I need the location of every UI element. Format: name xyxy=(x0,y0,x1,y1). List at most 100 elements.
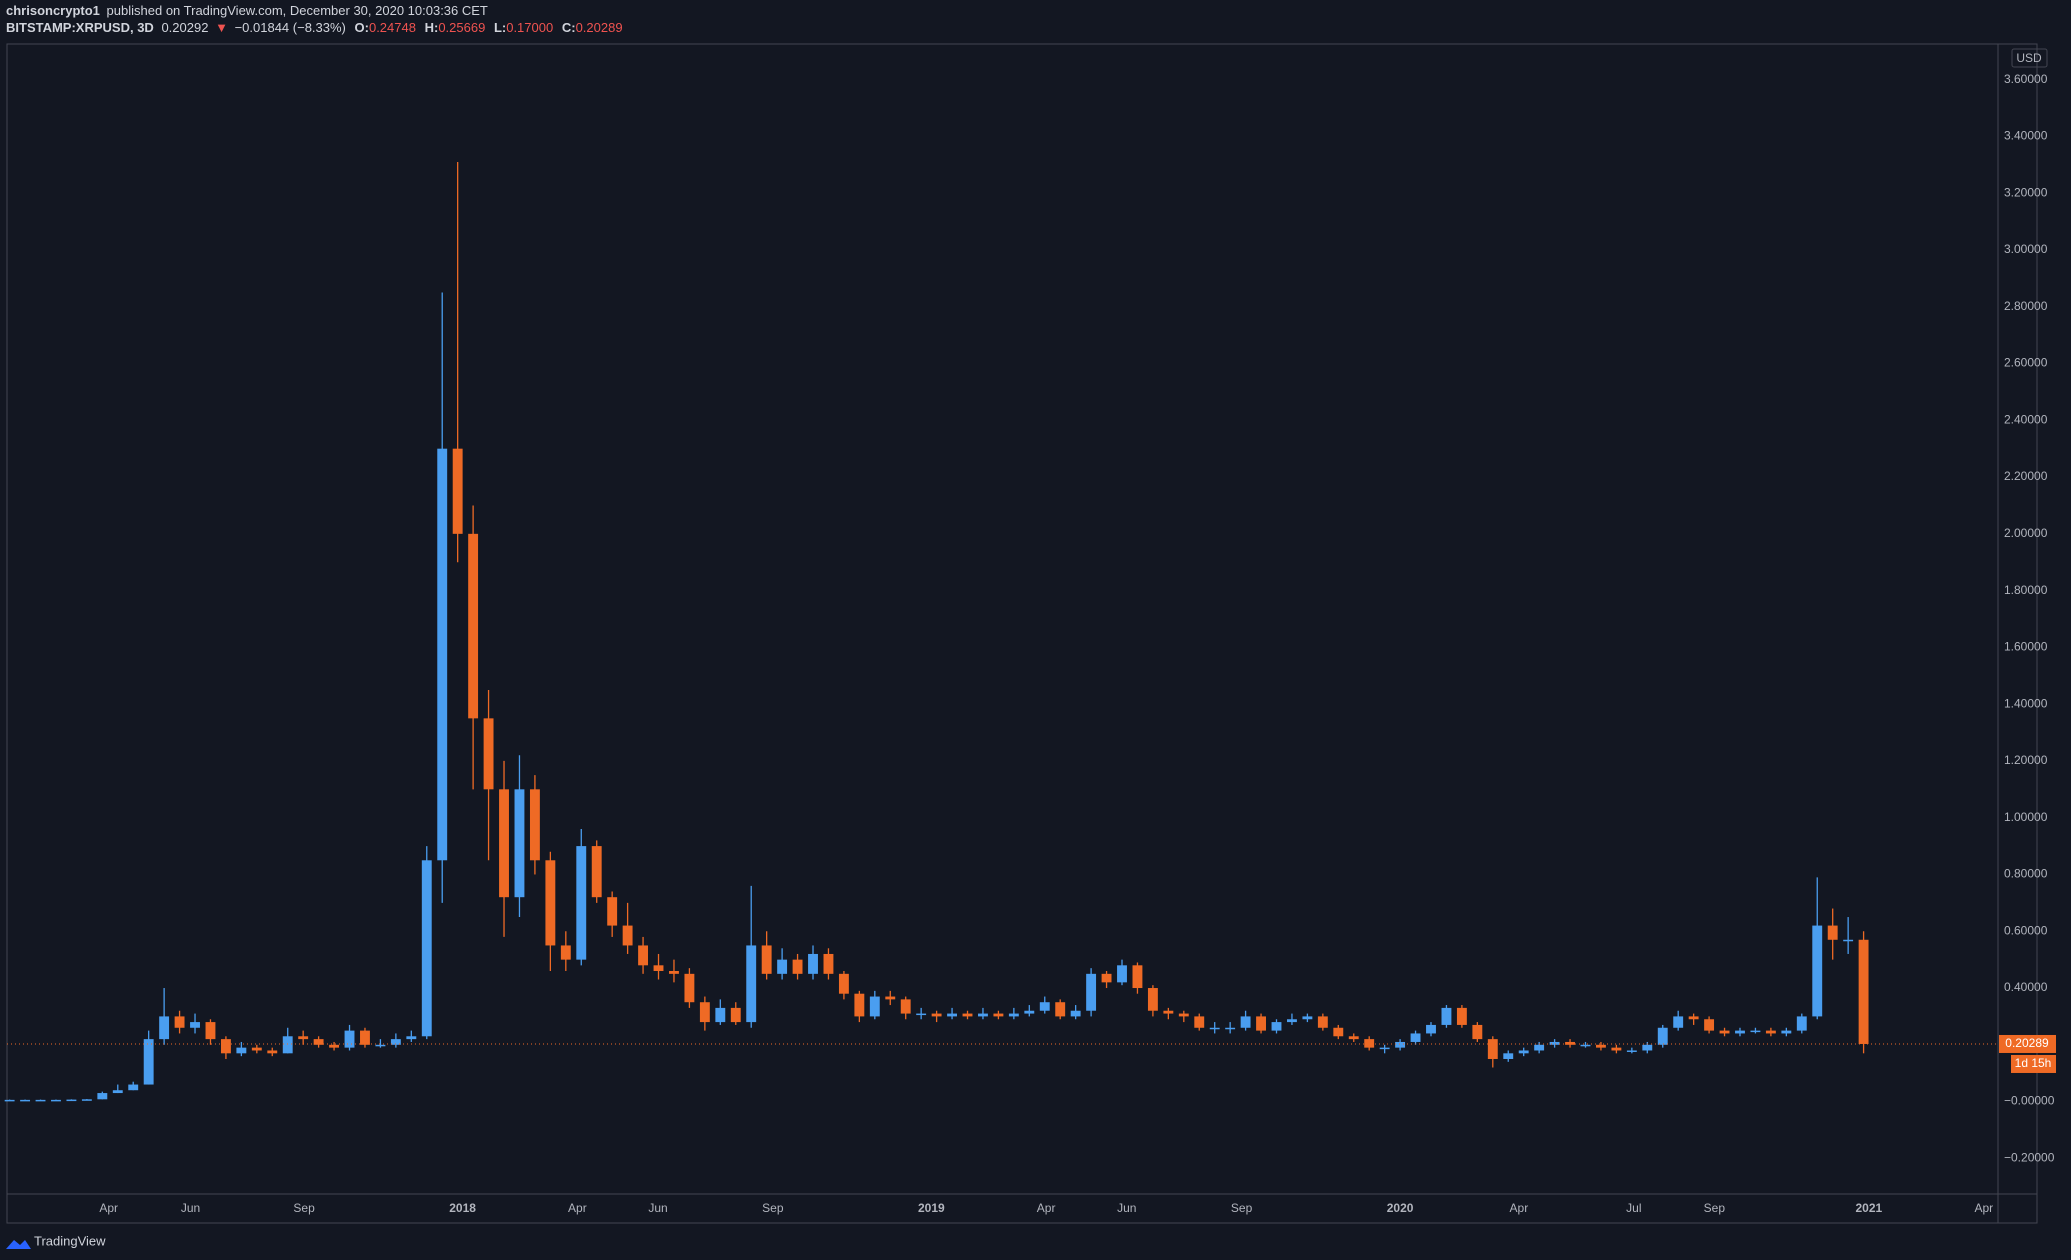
candle-body xyxy=(1039,1002,1050,1011)
candle-body xyxy=(823,953,834,974)
y-tick-label: 2.40000 xyxy=(2004,412,2048,426)
candle-body xyxy=(576,846,587,960)
candle-body xyxy=(1812,925,1823,1017)
candle-body xyxy=(1194,1016,1205,1028)
candle-body xyxy=(4,1099,15,1102)
candle-body xyxy=(746,945,757,1023)
h-value: 0.25669 xyxy=(438,20,485,35)
candle-body xyxy=(1086,973,1097,1011)
candle-body xyxy=(143,1039,154,1085)
o-value: 0.24748 xyxy=(369,20,416,35)
candle-body xyxy=(1565,1041,1575,1045)
footer-logo xyxy=(6,1240,31,1249)
x-tick-label: Jun xyxy=(648,1201,667,1215)
candle-body xyxy=(1348,1036,1359,1040)
candle-body xyxy=(1395,1041,1406,1048)
change: −0.01844 (−8.33%) xyxy=(235,20,346,35)
candle-body xyxy=(1704,1019,1715,1031)
candle-body xyxy=(1008,1013,1019,1017)
candle-body xyxy=(1611,1047,1622,1051)
y-tick-label: 1.40000 xyxy=(2004,696,2048,710)
candle-body xyxy=(1209,1027,1220,1030)
candle-body xyxy=(499,789,509,898)
candle-body xyxy=(792,959,803,974)
candle-body xyxy=(869,996,880,1017)
candle-body xyxy=(390,1039,401,1045)
arrow: ▼ xyxy=(215,20,228,35)
publish-line: chrisoncrypto1 published on TradingView.… xyxy=(6,3,488,18)
candle-body xyxy=(1858,939,1869,1044)
candle-body xyxy=(1070,1010,1081,1017)
y-tick-label: 1.80000 xyxy=(2004,583,2048,597)
candle-body xyxy=(1441,1007,1452,1025)
candle-body xyxy=(66,1099,77,1102)
candle-body xyxy=(267,1050,278,1054)
candle-body xyxy=(1518,1050,1529,1054)
logo-icon xyxy=(6,1240,31,1249)
candle-body xyxy=(1271,1022,1282,1031)
last-price-label: 0.20289 xyxy=(2005,1036,2049,1050)
unit-box xyxy=(2011,48,2048,68)
candle-body xyxy=(1147,988,1158,1011)
candle-body xyxy=(452,448,463,534)
candle-body xyxy=(1163,1010,1174,1014)
candle-body xyxy=(1719,1030,1730,1034)
candle-body xyxy=(1657,1027,1668,1045)
candle-body xyxy=(1595,1044,1606,1048)
y-tick-label: 2.60000 xyxy=(2004,356,2048,370)
y-tick-label: 3.00000 xyxy=(2004,242,2048,256)
x-tick-label: Jul xyxy=(1626,1201,1641,1215)
candle-body xyxy=(406,1036,417,1040)
candle-body xyxy=(1410,1033,1421,1042)
candle-body xyxy=(1456,1007,1467,1025)
candle-body xyxy=(669,970,679,974)
symbol: BITSTAMP:XRPUSD, 3D xyxy=(6,20,154,35)
candle-body xyxy=(1827,925,1838,940)
candle-body xyxy=(51,1099,61,1102)
candle-body xyxy=(1688,1016,1699,1020)
x-tick-label: 2020 xyxy=(1387,1201,1414,1215)
candle-body xyxy=(699,1002,710,1023)
candle-body xyxy=(205,1022,216,1040)
candle-body xyxy=(1302,1016,1313,1020)
candle-body xyxy=(838,973,849,994)
y-tick-label: 3.40000 xyxy=(2004,129,2048,143)
candle-body xyxy=(1626,1050,1637,1052)
candle-body xyxy=(251,1047,262,1051)
candle-body xyxy=(97,1093,108,1100)
x-tick-label: Apr xyxy=(1974,1201,1993,1215)
l-label: L: xyxy=(494,20,506,35)
candle-body xyxy=(344,1030,355,1048)
x-tick-label: Apr xyxy=(568,1201,587,1215)
candle-body xyxy=(1178,1013,1189,1017)
candle-body xyxy=(1750,1030,1761,1033)
candle-body xyxy=(468,533,479,719)
candle-body xyxy=(1287,1019,1297,1023)
y-tick-label: 2.20000 xyxy=(2004,469,2048,483)
candle-body xyxy=(1364,1039,1375,1048)
published: published on TradingView.com, December 3… xyxy=(107,3,488,18)
candle-body xyxy=(1503,1053,1514,1059)
candle-body xyxy=(529,789,540,861)
y-tick-label: 3.60000 xyxy=(2004,72,2048,86)
author: chrisoncrypto1 xyxy=(6,3,100,18)
candle-body xyxy=(607,897,618,926)
candle-body xyxy=(190,1022,200,1028)
candle-body xyxy=(1379,1047,1390,1050)
candle-body xyxy=(1472,1024,1483,1040)
candle-body xyxy=(35,1099,46,1102)
candle-body xyxy=(947,1013,958,1017)
candle-body xyxy=(514,789,525,898)
candle-body xyxy=(638,945,649,966)
candle-body xyxy=(730,1007,741,1023)
candle-body xyxy=(560,945,571,960)
candle-body xyxy=(622,925,633,946)
y-tick-label: −0.00000 xyxy=(2004,1094,2055,1108)
y-tick-label: −0.20000 xyxy=(2004,1151,2055,1165)
candle-body xyxy=(1673,1016,1684,1028)
c-value: 0.20289 xyxy=(576,20,623,35)
candle-body xyxy=(298,1036,309,1040)
candle-body xyxy=(1843,939,1854,942)
candle-body xyxy=(1117,965,1127,983)
